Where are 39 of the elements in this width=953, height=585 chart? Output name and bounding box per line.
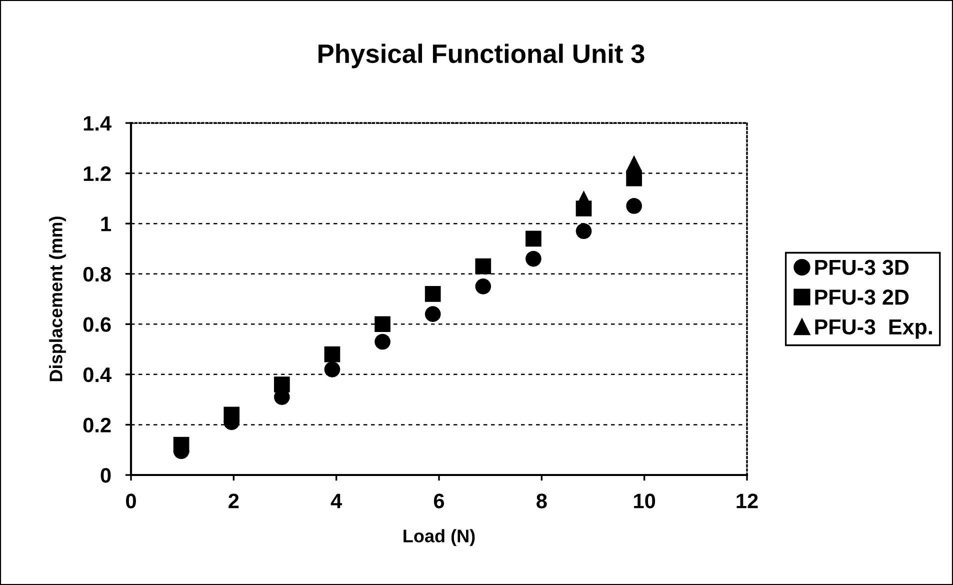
y-tick-label: 1.2: [84, 166, 111, 181]
legend-label: PFU-3 3D: [815, 260, 909, 276]
legend-label: PFU-3 Exp.: [815, 319, 932, 339]
x-tick-label: 10: [634, 494, 656, 508]
point: [173, 436, 190, 453]
point: [374, 334, 390, 350]
x-tick-label: 8: [536, 494, 547, 508]
point: [626, 155, 642, 172]
point: [576, 223, 592, 240]
point: [324, 361, 340, 378]
x-tick-label: 0: [126, 494, 136, 508]
y-tick-label: 0: [100, 468, 111, 483]
y-tick-label: 1: [101, 216, 111, 232]
point: [324, 346, 340, 362]
point: [576, 190, 592, 206]
y-tick-label: 1.4: [84, 116, 112, 131]
y-axis-title: Displacement (mm): [49, 216, 66, 382]
x-tick-label: 2: [228, 494, 239, 508]
x-tick-label: 6: [434, 494, 444, 508]
point: [224, 406, 240, 423]
y-tick-label: 0.6: [83, 317, 111, 332]
point: [374, 316, 390, 332]
point: [626, 198, 642, 214]
x-tick-label: 12: [736, 494, 758, 508]
y-tick-label: 0.2: [83, 418, 111, 432]
point: [526, 230, 542, 247]
x-axis-title: Load (N): [404, 529, 475, 546]
chart-title: Physical Functional Unit 3: [318, 44, 644, 68]
y-tick-label: 0.4: [83, 367, 112, 382]
point: [626, 170, 642, 186]
point: [475, 258, 492, 274]
point: [274, 376, 290, 392]
point: [475, 278, 492, 294]
point: [424, 306, 441, 322]
point: [424, 286, 441, 302]
point: [526, 250, 542, 267]
legend-label: PFU-3 2D: [815, 290, 909, 305]
y-tick-label: 0.8: [83, 266, 111, 282]
x-tick-label: 4: [330, 494, 342, 508]
